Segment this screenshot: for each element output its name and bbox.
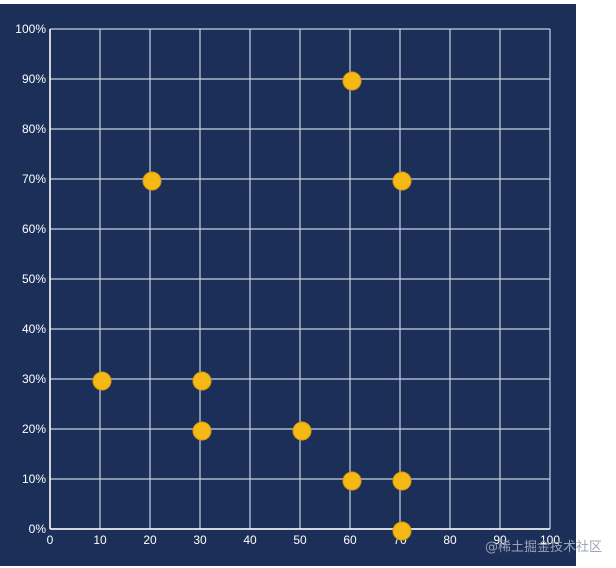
grid-lines [49,28,551,530]
x-tick-label: 40 [243,533,257,547]
data-point[interactable] [392,471,412,491]
y-tick-label: 80% [22,122,46,136]
data-point[interactable] [292,421,312,441]
y-tick-label: 10% [22,472,46,486]
data-point[interactable] [342,471,362,491]
data-points [92,71,412,541]
data-point[interactable] [392,171,412,191]
y-tick-label: 90% [22,72,46,86]
data-point[interactable] [92,371,112,391]
data-point[interactable] [142,171,162,191]
x-tick-label: 30 [193,533,207,547]
x-tick-label: 80 [443,533,457,547]
axis-lines [49,29,550,530]
data-point[interactable] [192,371,212,391]
y-tick-label: 70% [22,172,46,186]
x-tick-labels: 0102030405060708090100 [47,533,561,547]
y-tick-label: 20% [22,422,46,436]
x-tick-label: 90 [493,533,507,547]
data-point[interactable] [192,421,212,441]
x-tick-label: 10 [93,533,107,547]
y-tick-label: 0% [29,522,47,536]
x-tick-label: 0 [47,533,54,547]
watermark: @稀土掘金技术社区 [484,540,602,555]
data-point[interactable] [392,521,412,541]
y-tick-label: 50% [22,272,46,286]
scatter-chart: 0% 10% 20% 30% 40% 50% 60% 70% 80% 90% 100% 0 10 20 3… [15,22,561,547]
y-tick-label: 60% [22,222,46,236]
x-tick-label: 50 [293,533,307,547]
x-tick-label: 20 [143,533,157,547]
chart-panel: 0% 10% 20% 30% 40% 50% 60% 70% 80% 90% 100% 0 10 20 3… [0,4,576,566]
y-tick-label: 30% [22,372,46,386]
x-tick-label: 60 [343,533,357,547]
y-tick-labels: 0% 10% 20% 30% 40% 50% 60% 70% 80% 90% 100% [15,22,46,536]
y-tick-label: 40% [22,322,46,336]
data-point[interactable] [342,71,362,91]
x-tick-label: 100 [540,533,560,547]
y-tick-label: 100% [15,22,46,36]
